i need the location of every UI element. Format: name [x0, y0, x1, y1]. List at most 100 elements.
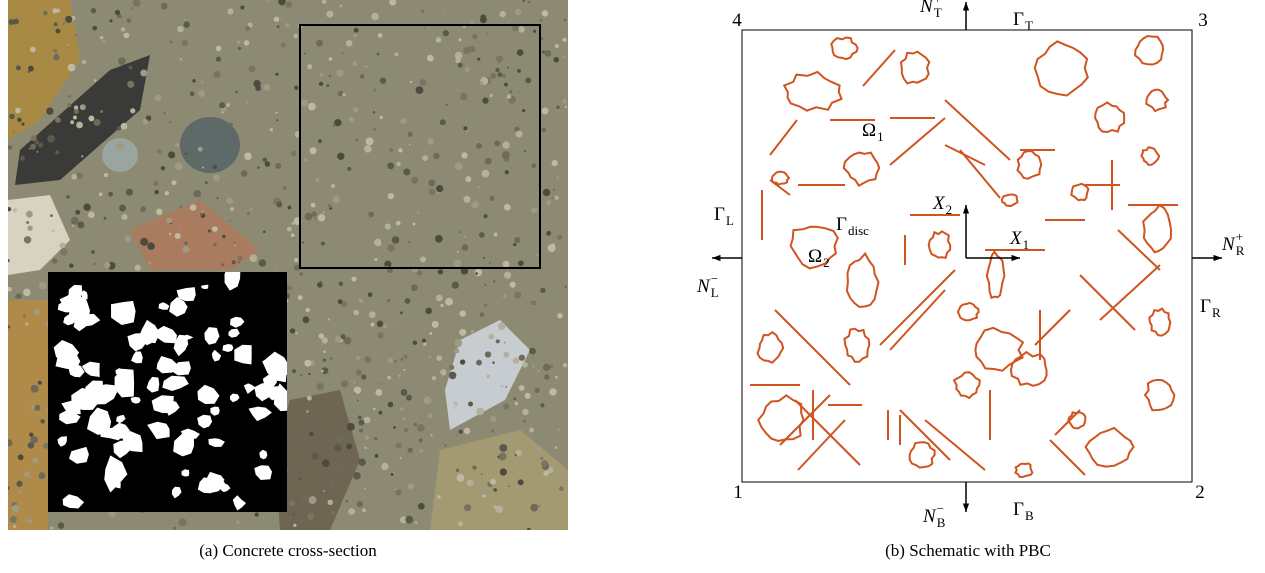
speckle [353, 310, 359, 316]
speckle [345, 500, 348, 503]
speckle [553, 189, 555, 191]
speckle [359, 429, 363, 433]
speckle [192, 79, 196, 83]
speckle [77, 221, 84, 228]
speckle [91, 250, 95, 254]
speckle [518, 91, 520, 93]
speckle [321, 370, 324, 373]
speckle [357, 400, 359, 402]
speckle [406, 395, 412, 401]
speckle [490, 73, 496, 79]
speckle [40, 419, 45, 424]
speckle [16, 293, 22, 299]
speckle [461, 152, 467, 158]
speckle [361, 375, 366, 380]
speckle [263, 84, 270, 91]
speckle [28, 66, 34, 72]
speckle [355, 138, 358, 141]
speckle [373, 408, 376, 411]
speckle [26, 221, 29, 224]
speckle [319, 73, 323, 77]
speckle [358, 420, 364, 426]
speckle [356, 370, 362, 376]
speckle [404, 428, 408, 432]
speckle [403, 168, 410, 175]
speckle [480, 312, 484, 316]
inclusion [1018, 151, 1042, 179]
speckle [464, 504, 471, 511]
speckle [419, 438, 423, 442]
speckle [380, 383, 382, 385]
speckle [471, 21, 474, 24]
speckle [219, 102, 225, 108]
speckle [32, 458, 38, 464]
speckle [60, 248, 67, 255]
speckle [374, 437, 378, 441]
speckle [303, 316, 310, 323]
speckle [378, 33, 383, 38]
speckle [276, 119, 278, 121]
speckle [449, 365, 454, 370]
math-sub: B [937, 515, 946, 530]
speckle [513, 243, 516, 246]
math-label: N [919, 0, 934, 17]
speckle [169, 121, 172, 124]
speckle [556, 176, 559, 179]
speckle [464, 235, 467, 238]
speckle [501, 385, 504, 388]
speckle [140, 238, 148, 246]
speckle [377, 321, 383, 327]
corner-label: 1 [733, 482, 743, 503]
speckle [465, 67, 470, 72]
speckle [16, 65, 21, 70]
speckle [531, 163, 536, 168]
crack [1080, 275, 1135, 330]
speckle [453, 407, 455, 409]
speckle [393, 426, 396, 429]
speckle [404, 418, 406, 420]
speckle [24, 471, 30, 477]
speckle [338, 420, 341, 423]
speckle [323, 211, 325, 213]
speckle [54, 22, 58, 26]
speckle [13, 208, 17, 212]
inclusion [1095, 102, 1124, 132]
speckle [306, 410, 309, 413]
speckle [179, 518, 187, 526]
speckle [519, 385, 525, 391]
speckle [524, 150, 526, 152]
speckle [449, 372, 457, 380]
speckle [553, 57, 559, 63]
speckle [528, 1, 530, 3]
speckle [302, 242, 304, 244]
speckle [463, 126, 467, 130]
speckle [416, 86, 424, 94]
speckle [529, 348, 536, 355]
speckle [468, 46, 475, 53]
speckle [557, 235, 562, 240]
speckle [263, 230, 266, 233]
speckle [227, 8, 233, 14]
speckle [53, 49, 57, 53]
speckle [276, 202, 282, 208]
speckle [216, 57, 221, 62]
speckle [478, 186, 480, 188]
speckle [104, 217, 107, 220]
speckle [46, 107, 53, 114]
speckle [463, 196, 470, 203]
speckle [161, 3, 168, 10]
speckle [305, 308, 309, 312]
speckle [259, 259, 267, 267]
speckle [100, 36, 104, 40]
speckle [564, 286, 566, 288]
speckle [298, 295, 303, 300]
speckle [329, 57, 333, 61]
speckle [72, 225, 74, 227]
speckle [185, 153, 187, 155]
speckle [462, 244, 469, 251]
speckle [29, 148, 31, 150]
speckle [34, 309, 40, 315]
speckle [221, 263, 224, 266]
speckle [13, 131, 15, 133]
speckle [200, 213, 203, 216]
